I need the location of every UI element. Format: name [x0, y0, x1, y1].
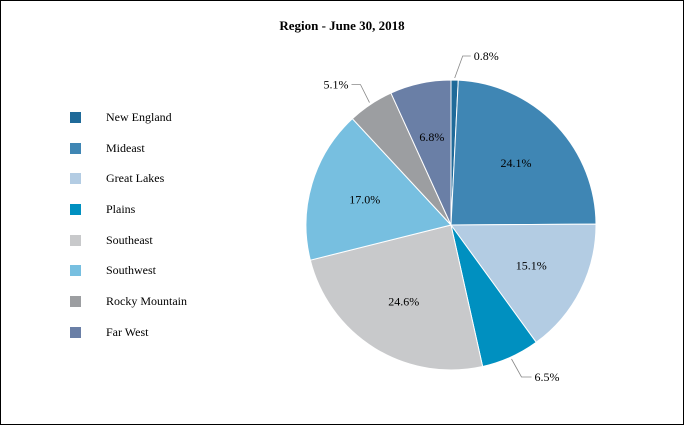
slice-label-great-lakes: 15.1%: [516, 259, 547, 273]
legend-swatch: [70, 204, 81, 216]
legend-swatch: [70, 265, 81, 277]
legend-swatch: [70, 326, 81, 338]
legend-swatch: [70, 296, 81, 308]
slice-label-far-west: 6.8%: [419, 130, 444, 144]
leader-line-new-england: [454, 55, 471, 79]
pie-slice-great-lakes: [450, 223, 597, 344]
leader-line-plains: [511, 358, 532, 378]
legend-label: Plains: [106, 202, 136, 217]
legend-label: Southwest: [106, 263, 157, 278]
legend-swatch: [70, 234, 81, 246]
legend-label: Great Lakes: [106, 171, 165, 186]
legend-swatch: [70, 112, 81, 123]
slice-label-plains: 6.5%: [535, 370, 560, 384]
legend-label: Far West: [106, 324, 149, 339]
legend-label: Southeast: [106, 232, 153, 247]
slice-label-new-england: 0.8%: [474, 49, 499, 63]
pie-slice-southeast: [309, 224, 484, 371]
chart-title: Region - June 30, 2018: [279, 18, 405, 33]
slice-label-rocky-mountain: 5.1%: [324, 78, 349, 92]
pie-slice-mideast: [450, 79, 597, 226]
slice-label-mideast: 24.1%: [501, 156, 532, 170]
legend-label: New England: [106, 110, 172, 124]
legend-label: Mideast: [106, 140, 145, 155]
legend-label: Rocky Mountain: [106, 294, 187, 309]
leader-line-rocky-mountain: [351, 84, 370, 103]
slice-label-southwest: 17.0%: [349, 192, 380, 206]
pie-slice-far-west: [390, 79, 452, 226]
legend-swatch: [70, 142, 81, 154]
legend-swatch: [70, 173, 81, 185]
pie-slice-southwest: [305, 117, 452, 261]
slice-label-southeast: 24.6%: [388, 295, 419, 309]
